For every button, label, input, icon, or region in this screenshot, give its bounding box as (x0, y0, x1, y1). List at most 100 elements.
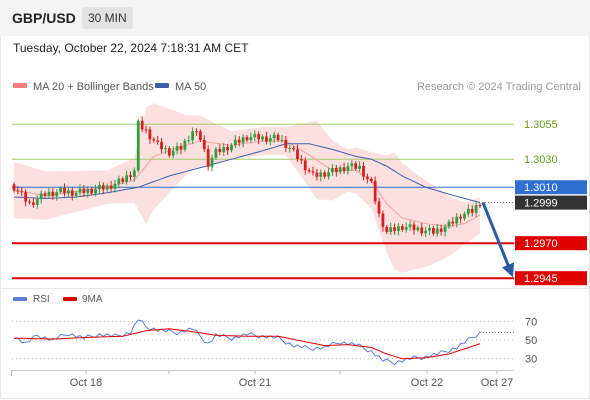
level-label: 1.3055 (524, 119, 558, 131)
candle-body (175, 146, 179, 151)
timeframe-badge[interactable]: 30 MIN (82, 7, 133, 29)
candle-body (164, 148, 167, 150)
candle-body (39, 193, 43, 200)
candle-body (160, 141, 163, 150)
candle-body (369, 178, 373, 182)
candle-body (284, 139, 288, 149)
candle-body (424, 230, 428, 234)
candle-body (455, 216, 459, 224)
candle-body (86, 189, 90, 194)
candle-body (226, 147, 229, 151)
candle-body (78, 188, 82, 193)
candle-body (358, 165, 362, 169)
candle-body (129, 175, 132, 178)
candle-body (253, 134, 257, 138)
candle-body (331, 167, 334, 173)
rsi-line (13, 319, 481, 366)
candle-body (443, 226, 447, 232)
candle-body (179, 146, 183, 150)
candle-body (389, 227, 393, 232)
candle-body (439, 228, 443, 232)
candle-body (265, 136, 268, 142)
candle-body (16, 190, 20, 192)
candle-body (195, 131, 198, 133)
candle-body (66, 190, 70, 194)
forecast-arrow-shaft (481, 202, 511, 268)
candle-body (288, 148, 292, 149)
candle-body (148, 129, 152, 140)
rsi-ma9-line (13, 328, 481, 360)
candle-body (432, 227, 435, 234)
candle-body (32, 202, 35, 205)
candle-body (342, 167, 346, 171)
candle-body (408, 224, 412, 228)
level-label-box (515, 271, 587, 286)
candle-body (307, 170, 311, 172)
candle-body (113, 183, 117, 189)
x-tick-label: Oct 21 (239, 377, 271, 389)
candle-body (218, 148, 222, 153)
candle-body (28, 201, 31, 203)
rsi-tick-label: 30 (525, 354, 537, 366)
candle-body (233, 139, 237, 146)
candle-body (280, 139, 284, 141)
candle-body (365, 176, 369, 179)
candle-body (241, 137, 245, 143)
candle-body (191, 131, 195, 141)
candle-body (210, 157, 214, 167)
candle-body (230, 145, 233, 151)
candle-body (202, 139, 206, 150)
rsi-tick-label: 50 (525, 335, 537, 347)
candle-body (70, 190, 74, 196)
rsi-tick-label: 70 (525, 316, 537, 328)
candle-body (393, 227, 396, 231)
candle-body (51, 191, 55, 197)
candle-body (171, 150, 175, 156)
candle-body (12, 184, 16, 191)
candle-body (187, 140, 191, 142)
candle-body (474, 205, 478, 213)
candle-body (63, 188, 66, 194)
candle-body (292, 148, 295, 150)
candle-body (381, 213, 385, 227)
level-label-box (515, 180, 587, 195)
candle-body (82, 188, 86, 194)
candle-body (132, 170, 136, 178)
datetime-label: Tuesday, October 22, 2024 7:18:31 AM CET (13, 41, 249, 55)
candle-body (237, 139, 241, 143)
legend-ma50-label: MA 50 (175, 81, 206, 93)
candle-body (435, 228, 439, 234)
credit-label: Research © 2024 Trading Central (417, 81, 581, 93)
candle-body (35, 199, 39, 205)
candle-body (222, 147, 226, 153)
candle-body (109, 185, 113, 189)
candle-body (272, 134, 276, 139)
candle-body (183, 140, 187, 150)
candle-body (299, 159, 303, 161)
symbol-label: GBP/USD (12, 10, 76, 26)
legend-ma9-label: 9MA (82, 294, 103, 305)
candle-body (362, 165, 365, 177)
candle-body (451, 221, 455, 224)
candle-body (152, 139, 156, 141)
candle-body (261, 136, 264, 140)
candle-body (245, 137, 249, 141)
legend-ma20-label: MA 20 + Bollinger Bands (33, 81, 154, 93)
legend-ma9-swatch (63, 297, 77, 301)
candle-body (303, 160, 307, 171)
candle-body (74, 192, 78, 196)
candle-body (346, 166, 350, 171)
last-price-box (515, 195, 587, 210)
candle-body (385, 226, 389, 232)
legend-rsi-label: RSI (33, 294, 50, 305)
level-label: 1.2945 (524, 273, 558, 285)
candle-body (20, 191, 24, 193)
candle-body (323, 172, 327, 177)
candle-body (214, 148, 218, 158)
forecast-arrow-head (502, 262, 514, 278)
legend-rsi-swatch (13, 297, 27, 301)
candle-body (24, 192, 28, 202)
candle-body (167, 148, 171, 156)
candle-body (98, 185, 101, 190)
